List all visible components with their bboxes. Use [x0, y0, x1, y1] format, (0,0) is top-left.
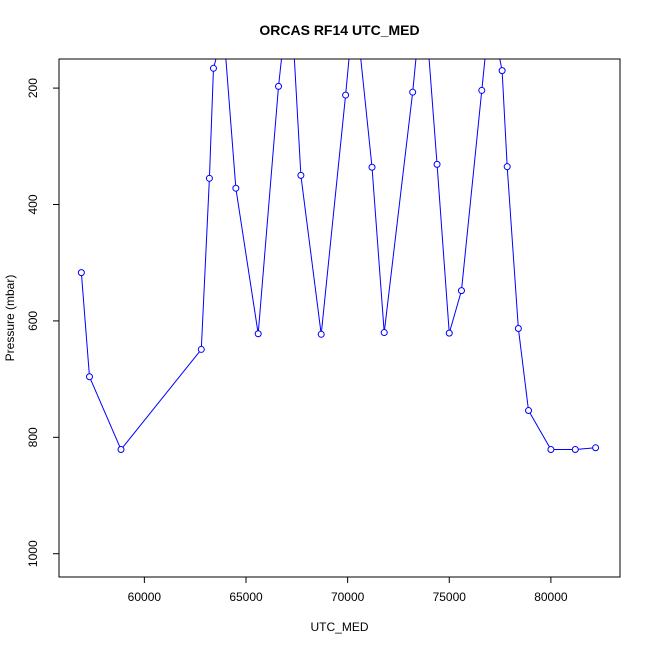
series-line-segment	[506, 169, 519, 326]
data-point	[85, 373, 93, 381]
data-point	[547, 446, 555, 454]
series-line-segment	[257, 89, 279, 331]
series-line-segment	[293, 59, 302, 173]
series-line-segment	[300, 178, 322, 332]
data-point	[525, 407, 533, 415]
x-axis: 60000 65000 70000 75000 80000	[128, 576, 568, 604]
data-point	[275, 82, 283, 90]
data-point	[342, 91, 350, 99]
plot-clip-group	[77, 27, 600, 454]
y-axis-label: Pressure (mbar)	[3, 275, 17, 362]
series-line-segment	[225, 59, 237, 186]
series-line-segment	[81, 275, 90, 374]
series-line-segment	[578, 447, 593, 450]
data-point	[254, 330, 262, 338]
data-point	[368, 163, 376, 171]
data-point	[424, 27, 430, 33]
data-point	[571, 446, 579, 454]
x-tick-label: 80000	[534, 590, 568, 604]
y-tick-label: 200	[26, 78, 40, 98]
series-line-segment	[200, 181, 210, 347]
series-line-segment	[213, 59, 217, 66]
series-layer	[77, 27, 600, 454]
data-point	[433, 160, 441, 168]
data-point	[491, 27, 497, 33]
data-point	[77, 269, 85, 277]
y-tick-label: 400	[26, 194, 40, 214]
y-tick-label: 1000	[26, 540, 40, 567]
y-axis: 200 400 600 800 1000	[26, 78, 60, 567]
data-point	[409, 88, 417, 96]
series-line-segment	[461, 93, 482, 288]
series-line-segment	[499, 59, 503, 68]
series-line-segment	[529, 412, 550, 448]
series-line-segment	[90, 379, 121, 447]
series-line-segment	[412, 59, 417, 90]
data-point	[503, 163, 511, 171]
series-line-segment	[235, 191, 259, 331]
x-tick-label: 60000	[128, 590, 162, 604]
series-line-segment	[449, 293, 462, 331]
series-line-segment	[481, 59, 486, 88]
data-point	[209, 64, 217, 72]
series-line-segment	[371, 170, 385, 330]
data-point	[317, 330, 325, 338]
x-tick-label: 65000	[229, 590, 263, 604]
series-line-segment	[518, 331, 529, 408]
plot-frame	[58, 58, 621, 578]
y-tick-label: 600	[26, 311, 40, 331]
series-line-segment	[321, 98, 346, 332]
x-tick-label: 75000	[433, 590, 467, 604]
data-point	[232, 184, 240, 192]
data-point	[205, 174, 213, 182]
data-point	[117, 446, 125, 454]
series-line-segment	[428, 59, 438, 162]
data-point	[478, 86, 486, 94]
data-point	[380, 329, 388, 337]
series-line-segment	[122, 351, 200, 448]
series-line-segment	[501, 73, 508, 164]
series-line-segment	[436, 167, 450, 331]
chart-title: ORCAS RF14 UTC_MED	[259, 22, 419, 38]
data-point	[445, 329, 453, 337]
series-line-segment	[360, 59, 373, 165]
series-line-segment	[345, 59, 350, 93]
data-point	[514, 324, 522, 332]
x-axis-label: UTC_MED	[310, 620, 368, 634]
data-point	[457, 287, 465, 295]
data-point	[297, 171, 305, 179]
y-tick-label: 800	[26, 427, 40, 447]
data-point	[197, 345, 205, 353]
data-point	[498, 67, 506, 75]
series-line-segment	[384, 95, 413, 330]
data-point	[485, 27, 491, 33]
data-point	[592, 444, 600, 452]
series-line-segment	[209, 71, 214, 176]
data-point	[221, 27, 227, 33]
series-line-segment	[278, 59, 282, 84]
x-tick-label: 70000	[331, 590, 365, 604]
